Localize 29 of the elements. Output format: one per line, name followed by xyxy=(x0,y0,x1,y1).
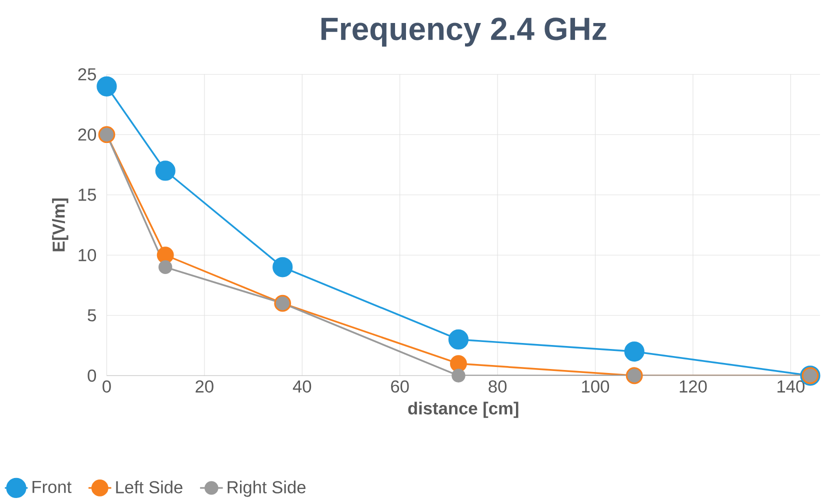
point xyxy=(624,341,644,362)
x-tick-label: 40 xyxy=(292,380,312,393)
x-tick-label: 140 xyxy=(778,380,804,393)
y-tick-label: 0 xyxy=(88,370,96,382)
point xyxy=(452,368,466,383)
legend-label: Left Side xyxy=(116,480,182,494)
x-tick-label: 20 xyxy=(196,380,214,393)
point xyxy=(156,246,174,264)
y-tick-label: 25 xyxy=(78,68,96,80)
x-axis-title: distance [cm] xyxy=(408,402,518,418)
y-axis-title: E[V/m] xyxy=(52,198,68,252)
y-tick-label: 20 xyxy=(78,128,96,141)
chart-title: Frequency 2.4 GHz xyxy=(321,18,606,47)
x-tick-label: 0 xyxy=(102,380,111,393)
y-tick-label: 15 xyxy=(78,188,96,201)
point xyxy=(158,260,172,274)
legend-label: Front xyxy=(32,481,72,494)
point xyxy=(450,355,467,372)
x-tick-label: 80 xyxy=(488,380,507,393)
y-tick-label: 10 xyxy=(78,248,96,262)
point xyxy=(272,257,293,278)
point xyxy=(448,329,469,350)
point xyxy=(96,76,117,96)
x-tick-label: 60 xyxy=(391,380,409,393)
legend-label: Right Side xyxy=(228,480,306,497)
point xyxy=(155,160,176,181)
x-tick-label: 120 xyxy=(680,380,707,393)
x-tick-label: 100 xyxy=(582,380,610,393)
y-tick-label: 5 xyxy=(88,309,96,322)
